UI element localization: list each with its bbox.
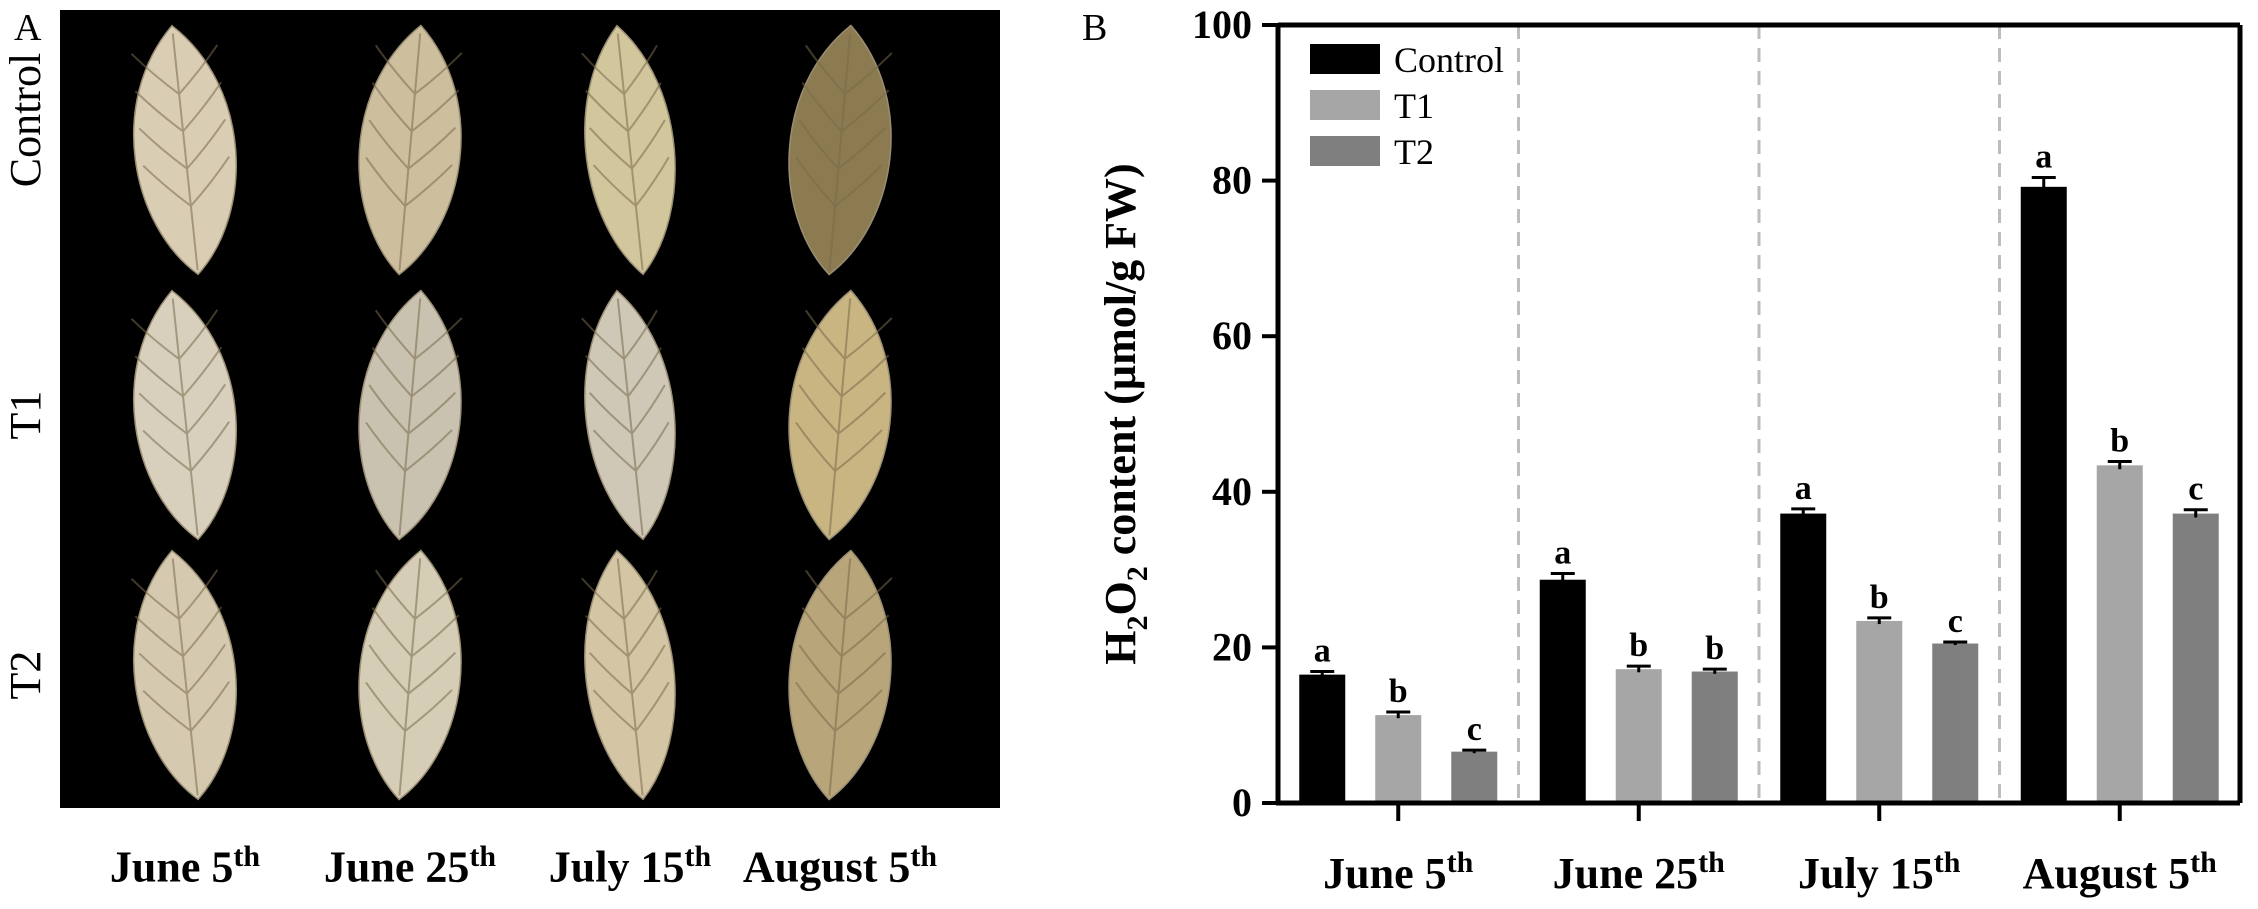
column-label-3: July 15th [510, 840, 750, 893]
x-tick-label-sup: th [1934, 846, 1961, 879]
y-tick-label: 20 [1212, 624, 1252, 669]
column-label-sup: th [233, 840, 261, 873]
legend-label-t2: T2 [1394, 132, 1434, 172]
y-tick-label: 0 [1232, 780, 1252, 825]
legend-label-control: Control [1394, 40, 1504, 80]
significance-letter: b [1389, 673, 1408, 710]
y-axis-label-part: content (µmol/g FW) [1096, 163, 1145, 566]
bar-control-1 [1299, 674, 1346, 803]
x-tick-label-2: June 25th [1553, 846, 1725, 898]
column-label-2: June 25th [290, 840, 530, 893]
y-tick-label: 100 [1192, 2, 1252, 47]
x-tick-label-text: July 15 [1798, 849, 1934, 898]
bar-control-3 [1780, 513, 1827, 803]
significance-letter: a [1554, 534, 1571, 571]
column-label-4: August 5th [720, 840, 960, 893]
bar-t1-1 [1375, 715, 1422, 803]
bar-t2-2 [1691, 671, 1738, 803]
significance-letter: c [2188, 471, 2203, 508]
column-label-sup: th [469, 840, 497, 873]
x-tick-label-text: August 5 [2023, 849, 2191, 898]
x-tick-label-4: August 5th [2023, 846, 2217, 898]
column-label-text: June 5 [109, 842, 234, 892]
legend-label-t1: T1 [1394, 86, 1434, 126]
y-axis-label: H2O2 content (µmol/g FW) [1096, 163, 1154, 664]
leaf-t1-1 [130, 289, 237, 541]
y-tick-label: 80 [1212, 158, 1252, 203]
leaf-t1-4 [788, 289, 893, 541]
bar-t2-1 [1451, 751, 1498, 803]
significance-letter: a [1795, 470, 1812, 507]
bar-control-4 [2020, 186, 2067, 804]
leaf-control-2 [358, 24, 463, 276]
panel-a-letter: A [14, 7, 42, 49]
x-tick-label-3: July 15th [1798, 846, 1961, 898]
y-tick-label: 60 [1212, 313, 1252, 358]
leaf-t2-2 [358, 549, 463, 801]
significance-letter: c [1467, 711, 1482, 748]
column-label-text: August 5 [742, 842, 911, 892]
leaf-t1-2 [358, 289, 463, 541]
bar-t1-3 [1856, 620, 1903, 803]
y-axis-label-part: 2 [1121, 615, 1154, 630]
x-tick-label-text: June 25 [1553, 849, 1698, 898]
panel-b-letter: B [1082, 7, 1108, 49]
y-axis-label-part: H [1096, 630, 1145, 664]
significance-letter: c [1948, 603, 1963, 640]
leaf-t2-4 [788, 549, 893, 801]
leaf-t1-3 [581, 289, 676, 541]
column-label-sup: th [684, 840, 712, 873]
legend-swatch-t2 [1310, 136, 1380, 166]
leaf-control-4 [788, 24, 893, 276]
leaf-photo-svg [130, 24, 893, 801]
significance-letter: b [2110, 422, 2129, 459]
column-label-1: June 5th [65, 840, 305, 893]
bar-control-2 [1539, 579, 1586, 803]
column-label-text: June 25 [323, 842, 470, 892]
bar-t1-4 [2096, 465, 2143, 803]
legend-swatch-t1 [1310, 90, 1380, 120]
bar-t2-4 [2172, 513, 2219, 803]
significance-letter: b [1870, 579, 1889, 616]
column-label-text: July 15 [548, 842, 685, 892]
x-tick-label-sup: th [1698, 846, 1725, 879]
bar-t1-2 [1615, 669, 1662, 803]
x-tick-label-1: June 5th [1323, 846, 1473, 898]
y-axis-label-part: O [1096, 581, 1145, 615]
significance-letter: b [1705, 630, 1724, 667]
column-label-sup: th [910, 840, 938, 873]
significance-letter: a [1314, 633, 1331, 670]
significance-letter: b [1629, 627, 1648, 664]
x-tick-label-sup: th [2190, 846, 2217, 879]
leaf-photo-grid [60, 10, 1000, 808]
x-tick-label-text: June 5 [1323, 849, 1446, 898]
significance-letter: a [2035, 138, 2052, 175]
y-tick-label: 40 [1212, 469, 1252, 514]
leaf-t2-1 [130, 549, 237, 801]
leaf-t2-3 [581, 549, 676, 801]
leaf-control-1 [130, 24, 237, 276]
y-axis-label-part: 2 [1121, 566, 1154, 581]
x-tick-label-sup: th [1447, 846, 1474, 879]
legend-swatch-control [1310, 44, 1380, 74]
bar-t2-3 [1932, 643, 1979, 803]
leaf-control-3 [581, 24, 676, 276]
